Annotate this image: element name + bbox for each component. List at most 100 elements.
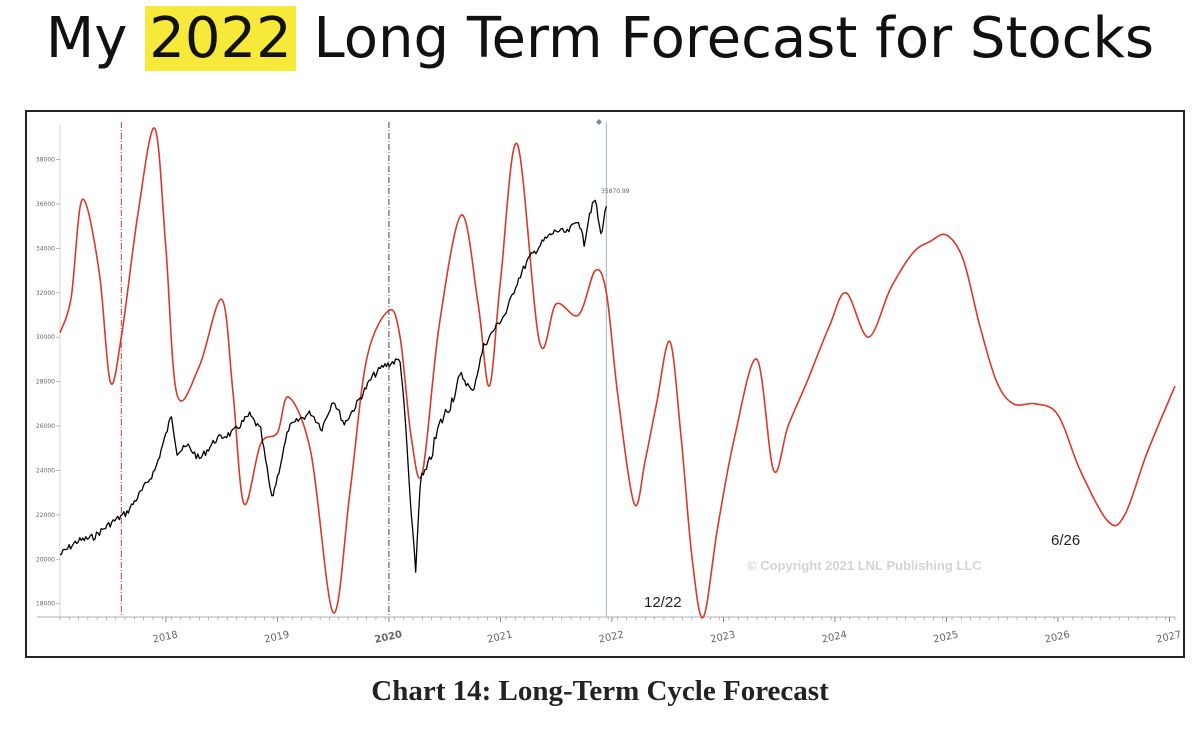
price-point xyxy=(427,468,428,469)
forecast-point xyxy=(221,299,222,300)
forecast-point xyxy=(979,326,980,327)
forecast-point xyxy=(807,381,808,382)
forecast-point xyxy=(929,241,930,242)
forecast-point xyxy=(82,199,83,200)
price-point xyxy=(333,399,334,400)
forecast-point xyxy=(946,234,947,235)
price-point xyxy=(76,541,77,542)
price-point xyxy=(59,554,60,555)
forecast-point xyxy=(232,390,233,391)
forecast-point xyxy=(595,270,596,271)
title-suffix: Long Term Forecast for Stocks xyxy=(295,6,1155,71)
price-point xyxy=(372,377,373,378)
x-tick-label: 2023 xyxy=(709,630,736,646)
price-point xyxy=(600,234,601,235)
forecast-point xyxy=(388,310,389,311)
forecast-point xyxy=(634,503,635,504)
price-point xyxy=(528,259,529,260)
forecast-point xyxy=(868,337,869,338)
price-index-line xyxy=(59,199,608,573)
x-tick-label: 2027 xyxy=(1155,630,1182,646)
y-tick-label: 28000 xyxy=(36,379,55,386)
x-axis-ticks: 2018 2019 2020 2021 2022 2023 2024 2025 2026 2027 xyxy=(59,617,1182,646)
forecast-point xyxy=(656,403,657,404)
price-point xyxy=(383,366,384,367)
x-tick-label: 2019 xyxy=(263,630,290,646)
forecast-point xyxy=(788,425,789,426)
price-point xyxy=(126,512,127,513)
price-point xyxy=(595,199,596,200)
price-point xyxy=(556,230,557,231)
y-tick-label: 18000 xyxy=(36,601,55,608)
price-point xyxy=(271,499,272,500)
forecast-point xyxy=(1174,385,1175,386)
annotation-6-26: 6/26 xyxy=(1051,532,1080,549)
price-point xyxy=(216,439,217,440)
forecast-point xyxy=(996,381,997,382)
forecast-point xyxy=(260,443,261,444)
price-point xyxy=(171,414,172,415)
price-point xyxy=(260,430,261,431)
price-point xyxy=(420,481,421,482)
price-point xyxy=(188,445,189,446)
x-tick-label: 2025 xyxy=(932,630,959,646)
price-point xyxy=(439,425,440,426)
forecast-point xyxy=(846,292,847,293)
price-point xyxy=(355,405,356,406)
forecast-cycle-line xyxy=(59,127,1176,619)
forecast-point xyxy=(1124,514,1125,515)
marker-top-icon xyxy=(596,119,602,125)
price-point xyxy=(310,412,311,413)
y-tick-label: 22000 xyxy=(36,512,55,519)
forecast-point xyxy=(59,332,60,333)
forecast-point xyxy=(121,337,122,338)
price-point xyxy=(584,243,585,244)
price-point xyxy=(606,206,607,207)
chart-caption: Chart 14: Long-Term Cycle Forecast xyxy=(371,675,829,707)
forecast-point xyxy=(703,616,704,617)
copyright-watermark: © Copyright 2021 LNL Publishing LLC xyxy=(747,558,982,573)
forecast-point xyxy=(773,470,774,471)
forecast-point xyxy=(617,392,618,393)
forecast-point xyxy=(681,437,682,438)
forecast-point xyxy=(912,252,913,253)
forecast-point xyxy=(1013,403,1014,404)
price-point xyxy=(450,403,451,404)
price-point xyxy=(505,312,506,313)
price-point xyxy=(415,570,416,571)
forecast-point xyxy=(890,288,891,289)
forecast-point xyxy=(288,397,289,398)
price-point xyxy=(177,452,178,453)
price-point xyxy=(411,514,412,515)
forecast-point xyxy=(154,128,155,129)
y-tick-label: 36000 xyxy=(36,201,55,208)
forecast-point xyxy=(243,503,244,504)
forecast-point xyxy=(829,326,830,327)
forecast-point xyxy=(517,143,518,144)
y-tick-label: 26000 xyxy=(36,423,55,430)
x-tick-label: 2026 xyxy=(1044,630,1071,646)
forecast-point xyxy=(1108,521,1109,522)
x-tick-label: 2022 xyxy=(598,630,625,646)
title-highlight: 2022 xyxy=(145,6,296,71)
forecast-point xyxy=(98,270,99,271)
vertical-markers xyxy=(120,122,607,617)
forecast-point xyxy=(717,525,718,526)
y-tick-label: 34000 xyxy=(36,245,55,252)
forecast-point xyxy=(411,437,412,438)
chart-frame: 18000 20000 22000 24000 26000 28000 30000 32000… xyxy=(25,110,1185,658)
forecast-point xyxy=(478,303,479,304)
price-point xyxy=(405,425,406,426)
forecast-point xyxy=(669,341,670,342)
slide-title: My 2022 Long Term Forecast for Stocks xyxy=(0,6,1200,71)
price-point xyxy=(232,432,233,433)
forecast-point xyxy=(177,394,178,395)
price-point xyxy=(400,359,401,360)
price-point xyxy=(344,423,345,424)
forecast-point xyxy=(756,359,757,360)
forecast-point xyxy=(645,459,646,460)
price-point xyxy=(143,488,144,489)
price-point xyxy=(461,374,462,375)
forecast-point xyxy=(539,341,540,342)
forecast-point xyxy=(400,337,401,338)
